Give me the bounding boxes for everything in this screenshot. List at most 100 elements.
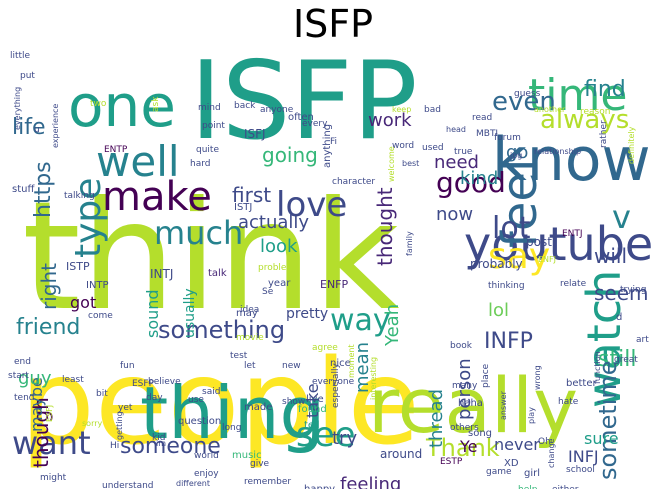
word-time: time — [528, 70, 627, 121]
word-one: one — [68, 72, 176, 140]
word-friend: friend — [16, 315, 80, 340]
word-estp: ESTP — [440, 457, 463, 467]
word-stuff: stuff — [12, 184, 35, 195]
word-tell: tell — [304, 420, 320, 431]
word-go: go — [506, 142, 528, 163]
word-find: find — [584, 77, 626, 102]
word-istj: ISTJ — [234, 202, 252, 213]
word-enfj: ENFJ — [538, 255, 556, 264]
word-good: good — [436, 166, 506, 199]
word-thought: thought — [373, 187, 397, 266]
word-esfp: ESFP — [132, 379, 155, 389]
word-let: let — [244, 361, 256, 371]
word-back: back — [234, 101, 256, 111]
word-post: post — [526, 235, 552, 249]
word-test: test — [230, 351, 248, 361]
word-help: help — [518, 485, 538, 489]
word-feeling: feeling — [340, 474, 401, 489]
word-character: character — [332, 177, 375, 187]
word-word: word — [392, 141, 414, 151]
word-fi: Fi — [330, 137, 337, 147]
word-anything: anything — [322, 124, 333, 168]
word-isfj: ISFJ — [244, 127, 266, 141]
word-art: art — [636, 335, 649, 345]
word-music: music — [232, 450, 262, 461]
word-family: family — [405, 231, 414, 256]
word-better: better — [566, 378, 597, 389]
word-nice: nice — [330, 358, 351, 369]
word-hi: Hi — [110, 441, 119, 451]
word-something: something — [158, 316, 285, 344]
word-bit: bit — [96, 389, 108, 399]
word-head: head — [446, 125, 466, 134]
word-definitely: definitely — [627, 126, 636, 164]
word-experience: experience — [51, 104, 60, 148]
word-least: least — [62, 375, 84, 385]
word-feel: feel — [492, 159, 548, 248]
word-sound: sound — [143, 289, 162, 338]
word-different: different — [176, 479, 210, 488]
word-actually: actually — [238, 212, 309, 233]
word-others: others — [450, 423, 479, 433]
word-im: im — [156, 439, 166, 448]
word-say: say — [488, 236, 550, 277]
word-ask: ask — [151, 96, 161, 112]
word-guy: guy — [18, 368, 52, 389]
word-guess: guess — [514, 89, 541, 99]
word-talking: talking — [64, 191, 95, 201]
word-may: may — [236, 308, 258, 319]
word-try: try — [332, 428, 357, 449]
word-thank: Thank — [425, 434, 500, 462]
word-first: first — [232, 183, 271, 207]
word-love: love — [276, 185, 347, 225]
word-happy: happy — [304, 484, 335, 489]
word-new: new — [282, 361, 301, 371]
word-answer: answer — [499, 390, 508, 420]
word-infj: INFJ — [568, 447, 599, 466]
word-enfp: ENFP — [320, 278, 349, 291]
word-give: give — [250, 459, 270, 469]
word-idea: idea — [240, 305, 259, 315]
word-life: life — [12, 115, 46, 140]
word-always: always — [540, 105, 629, 135]
word-said: said — [202, 387, 220, 397]
word-tend: tend — [14, 393, 34, 403]
word-rather: rather — [599, 120, 609, 148]
word-going: going — [262, 143, 318, 167]
word-intj: INTJ — [150, 267, 173, 281]
word-yet: yet — [118, 403, 133, 413]
word-talk: talk — [208, 268, 227, 279]
word-trying: trying — [620, 285, 646, 295]
word-need: need — [434, 152, 479, 173]
word-sorry: sorry — [82, 419, 103, 428]
word-show: show — [282, 397, 305, 407]
word-look: look — [260, 236, 298, 257]
word-song: song — [468, 428, 492, 439]
word-long: long — [222, 423, 241, 433]
word-se: Se — [262, 287, 274, 297]
word-getting: getting — [115, 411, 124, 440]
word-thing: thing — [140, 371, 325, 455]
word-keep: keep — [392, 105, 411, 114]
word-cloud: ISFP think people one know thing really youtube… — [0, 48, 666, 489]
word-believe: believe — [148, 377, 181, 387]
word-person: person — [454, 358, 475, 420]
word-seem: seem — [594, 281, 649, 305]
word-still: still — [598, 347, 636, 372]
word-problem: problem — [258, 263, 295, 273]
word-enjoy: enjoy — [194, 469, 219, 479]
word-put: put — [20, 71, 35, 81]
word-yeah: Yeah — [382, 304, 403, 347]
word-place: place — [481, 363, 491, 388]
word-lol: lol — [488, 300, 509, 321]
word-now: now — [436, 204, 473, 225]
word-really: really — [368, 361, 578, 450]
word-https: https — [31, 161, 56, 218]
word-might: might — [40, 473, 67, 483]
word-little: little — [10, 51, 31, 61]
word-end: end — [14, 357, 31, 367]
word-pretty: pretty — [286, 306, 328, 322]
word-interesting: interesting — [369, 357, 378, 400]
word-hard: hard — [190, 159, 210, 169]
